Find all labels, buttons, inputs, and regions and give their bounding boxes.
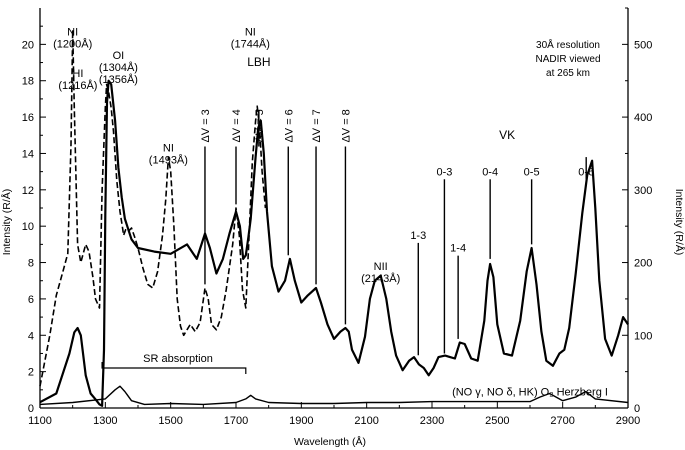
- line-annotation: (1493Å): [149, 154, 188, 167]
- y-left-tick-label: 2: [28, 367, 34, 379]
- y-right-tick-label: 300: [634, 185, 652, 197]
- y-left-tick-label: 20: [22, 39, 34, 51]
- band-marker-label: ΔV = 5: [254, 109, 266, 142]
- x-tick-label: 1900: [289, 415, 313, 427]
- x-tick-label: 2900: [616, 415, 640, 427]
- band-marker-layer: ΔV = 3 ΔV = 4 ΔV = 5 ΔV = 6 ΔV = 7 ΔV = 8 0-3 1…: [200, 109, 594, 356]
- line-annotation: HI: [72, 68, 83, 80]
- y-right-tick-label: 0: [634, 403, 640, 415]
- line-annotation: NI: [67, 26, 78, 38]
- y-left-axis-label: Intensity (R/Å): [0, 189, 13, 256]
- series-line-1: [39, 28, 267, 387]
- band-marker-label: 0-5: [524, 166, 540, 178]
- y-right-axis-label: Intensity (R/Å): [673, 189, 685, 256]
- line-annotation: (NO γ, NO δ, HK) O₂ Herzberg I: [452, 386, 608, 398]
- band-marker-label: ΔV = 3: [200, 109, 212, 142]
- line-annotation: NI: [163, 143, 174, 155]
- series-line-3: [39, 385, 629, 406]
- x-tick-label: 1100: [28, 415, 52, 427]
- y-right-tick-labels: 0 100 200 300 400 500: [634, 39, 652, 415]
- x-tick-label: 2500: [485, 415, 509, 427]
- line-annotation: (1356Å): [99, 73, 138, 86]
- x-tick-label: 2700: [550, 415, 574, 427]
- x-tick-label: 1700: [224, 415, 248, 427]
- annotation-layer: NI(1200Å)HI(1216Å)OI(1304Å)(1356Å)NI(149…: [53, 26, 608, 398]
- x-tick-label: 2300: [420, 415, 444, 427]
- x-tick-labels: 1100 1300 1500 1700 1900 2100 2300 2500 2700 2900: [28, 415, 640, 427]
- line-annotation: (1216Å): [58, 79, 97, 92]
- info-text-line-2: NADIR viewed: [535, 54, 600, 65]
- x-tick-label: 1300: [93, 415, 117, 427]
- x-tick-label: 1500: [158, 415, 182, 427]
- y-right-tick-label: 100: [634, 330, 652, 342]
- y-left-tick-label: 4: [28, 330, 34, 342]
- y-right-tick-label: 400: [634, 112, 652, 124]
- line-annotation: (2143Å): [361, 272, 400, 285]
- band-marker-label: 0-6: [578, 166, 594, 178]
- band-marker-label: 0-3: [436, 166, 452, 178]
- line-annotation: NI: [245, 26, 256, 38]
- band-marker-label: ΔV = 4: [231, 109, 243, 142]
- band-marker-label: 1-3: [410, 230, 426, 242]
- line-annotation: OI: [113, 50, 125, 62]
- line-annotation: (1304Å): [99, 61, 138, 74]
- sr-absorption-label: SR absorption: [143, 353, 213, 365]
- series-line-2: [39, 79, 629, 407]
- x-axis-label: Wavelength (Å): [294, 435, 366, 448]
- band-marker-label: ΔV = 6: [283, 109, 295, 142]
- y-left-tick-labels: 0 2 4 6 8 10 12 14 16 18 20: [22, 39, 34, 415]
- y-left-tick-label: 12: [22, 185, 34, 197]
- series-layer: [39, 28, 629, 407]
- line-annotation: (1744Å): [231, 37, 270, 50]
- band-marker-label: 0-4: [482, 166, 498, 178]
- band-group-label: VK: [499, 128, 515, 142]
- info-text-line-1: 30Å resolution: [536, 38, 600, 51]
- line-annotation: NII: [374, 261, 388, 273]
- y-left-tick-label: 6: [28, 294, 34, 306]
- band-marker-label: ΔV = 8: [340, 109, 352, 142]
- y-left-tick-label: 16: [22, 112, 34, 124]
- y-right-tick-label: 500: [634, 39, 652, 51]
- y-left-tick-label: 18: [22, 76, 34, 88]
- y-left-tick-label: 10: [22, 221, 34, 233]
- line-annotation: (1200Å): [53, 37, 92, 50]
- band-group-label: LBH: [247, 55, 270, 69]
- y-right-tick-label: 200: [634, 258, 652, 270]
- x-tick-label: 2100: [354, 415, 378, 427]
- band-marker-label: ΔV = 7: [311, 109, 323, 142]
- y-left-tick-label: 0: [28, 403, 34, 415]
- y-left-tick-label: 8: [28, 258, 34, 270]
- y-left-tick-label: 14: [22, 148, 34, 160]
- info-text-line-3: at 265 km: [546, 68, 590, 79]
- info-text: 30Å resolution NADIR viewed at 265 km: [535, 38, 600, 79]
- band-marker-label: 1-4: [450, 243, 466, 255]
- sr-absorption-bracket: [101, 362, 247, 374]
